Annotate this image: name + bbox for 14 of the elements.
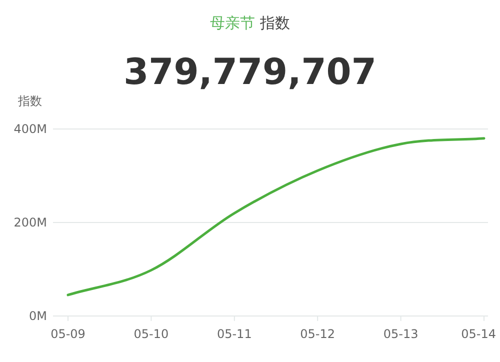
y-tick-label: 400M: [14, 122, 47, 136]
text: 379,779,707: [124, 52, 376, 93]
chart-subtitle: 指数: [259, 14, 290, 32]
x-tick-label: 05-12: [300, 327, 336, 341]
x-tick-label: 05-11: [216, 327, 252, 341]
x-tick-label: 05-13: [383, 327, 418, 341]
line-series: [66, 137, 486, 296]
x-tick-label: 05-10: [134, 327, 169, 341]
x-tick-label: 05-14: [461, 327, 496, 341]
y-axis-title: 指数: [17, 94, 42, 108]
y-tick-label: 200M: [14, 216, 47, 230]
y-tick-label: 0M: [29, 309, 47, 323]
chart-title: 母亲节: [210, 14, 255, 32]
x-tick-label: 05-09: [50, 327, 86, 341]
